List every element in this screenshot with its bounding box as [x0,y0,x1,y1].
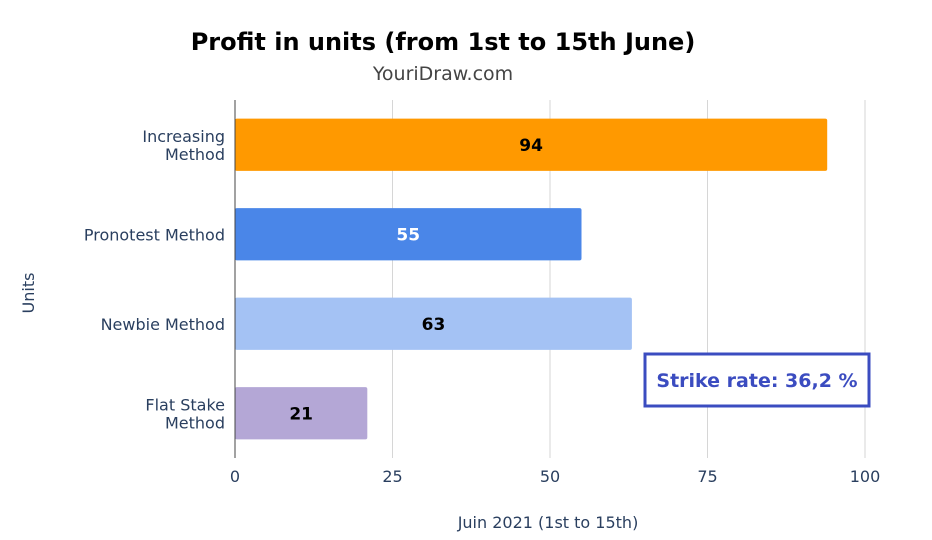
bar-data-label: 63 [422,315,446,335]
chart-subtitle: YouriDraw.com [372,63,513,85]
category-label-line: Newbie Method [101,315,225,334]
annotation-box [643,352,871,408]
category-label-line: Flat Stake [145,395,225,414]
annotation-text: Strike rate: 36,2 % [656,370,857,392]
category-label: Pronotest Method [84,225,225,244]
x-tick-label: 50 [540,467,560,486]
bar-data-label: 94 [519,136,543,156]
category-label-line: Method [165,413,225,432]
chart-title: Profit in units (from 1st to 15th June) [191,28,696,56]
x-tick-label: 75 [697,467,717,486]
bar [235,387,368,440]
x-tick-label: 25 [382,467,402,486]
x-tick-labels: 0 25 50 75 100 [230,467,880,486]
category-label-line: Pronotest Method [84,225,225,244]
category-label: Increasing Method [142,127,225,164]
x-axis-title: Juin 2021 (1st to 15th) [457,513,639,532]
bar [235,208,582,261]
category-label-line: Increasing [142,127,225,146]
y-axis-title: Units [19,273,38,314]
strike-rate-annotation: Strike rate: 36,2 % [643,352,871,408]
category-label: Newbie Method [101,315,225,334]
bar-data-label: 21 [289,404,313,424]
bar [235,297,632,350]
x-tick-label: 0 [230,467,240,486]
category-label-line: Method [165,145,225,164]
bars-group: 94 55 63 21 [235,118,828,440]
bar [235,118,828,171]
x-tick-label: 100 [850,467,881,486]
category-label: Flat Stake Method [145,395,225,432]
bar-data-label: 55 [396,225,420,245]
